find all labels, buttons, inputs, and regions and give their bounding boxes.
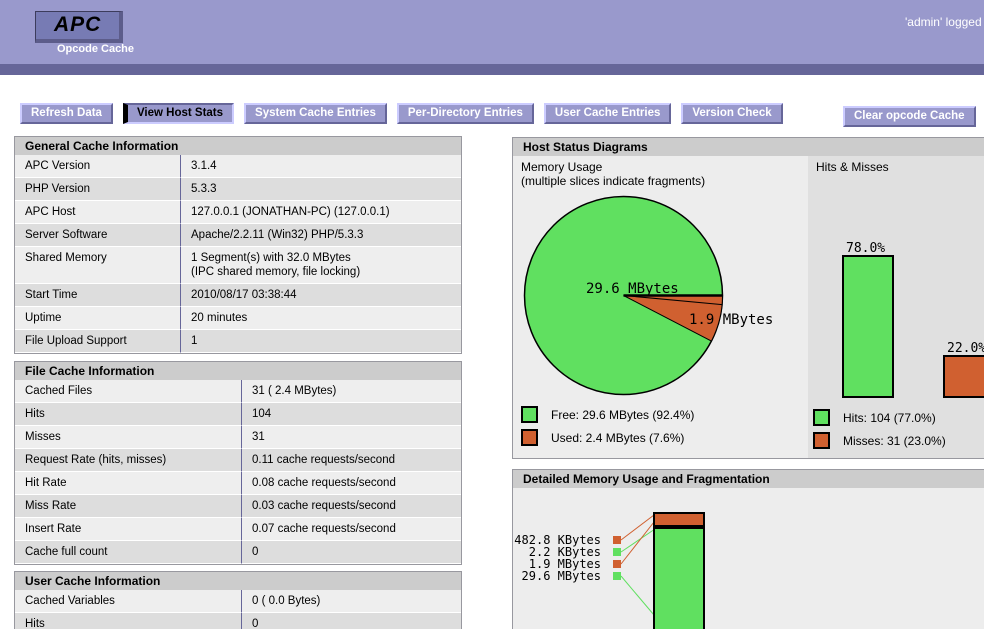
used-legend-swatch	[521, 429, 538, 446]
free-segment	[653, 527, 705, 629]
legend-item-used: Used: 2.4 MBytes (7.6%)	[521, 429, 684, 446]
user-cache-info-title: User Cache Information	[15, 572, 461, 590]
pie-used-wedge	[623, 295, 724, 342]
table-row: Cached Files 31 ( 2.4 MBytes)	[15, 380, 461, 403]
free-legend-swatch	[521, 406, 538, 423]
memory-usage-label: Memory Usage (multiple slices indicate f…	[521, 160, 706, 188]
table-row: APC Version 3.1.4	[15, 155, 461, 178]
block-swatch	[613, 548, 621, 556]
memory-usage-panel: Memory Usage (multiple slices indicate f…	[513, 156, 808, 458]
nav-view-host-stats[interactable]: View Host Stats	[122, 103, 235, 124]
hits-bar	[842, 255, 894, 398]
host-status-box: Host Status Diagrams Memory Usage (multi…	[512, 137, 984, 459]
detailed-memory-body: 482.8 KBytes 2.2 KBytes 1.9 MBytes 29.6 …	[513, 488, 984, 629]
memory-usage-pie-chart: 29.6 MBytes 1.9 MBytes	[523, 195, 773, 396]
misses-legend-swatch	[813, 432, 830, 449]
nav-system-cache-entries[interactable]: System Cache Entries	[244, 103, 387, 124]
general-cache-info-table: APC Version 3.1.4 PHP Version 5.3.3 APC Ho…	[15, 155, 461, 353]
table-row: Miss Rate 0.03 cache requests/second	[15, 495, 461, 518]
block-label: 29.6 MBytes	[522, 569, 601, 583]
table-row: PHP Version 5.3.3	[15, 178, 461, 201]
user-cache-info-box: User Cache Information Cached Variables 0…	[14, 571, 462, 629]
file-cache-info-box: File Cache Information Cached Files 31 ( …	[14, 361, 462, 565]
fragmentation-chart: 482.8 KBytes 2.2 KBytes 1.9 MBytes 29.6 …	[514, 512, 705, 629]
detailed-memory-box: Detailed Memory Usage and Fragmentation …	[512, 469, 984, 629]
pie-free-label: 29.6 MBytes	[586, 281, 679, 297]
table-row: Uptime 20 minutes	[15, 307, 461, 330]
block-label: 1.9 MBytes	[529, 557, 601, 571]
hits-bar-value: 78.0%	[846, 241, 885, 256]
table-row: Shared Memory 1 Segment(s) with 32.0 MByt…	[15, 247, 461, 284]
table-row: Hits 0	[15, 613, 461, 629]
hits-legend-swatch	[813, 409, 830, 426]
table-row: File Upload Support 1	[15, 330, 461, 353]
hits-misses-bar-chart: 78.0% 22.0%	[842, 241, 984, 398]
general-cache-info-box: General Cache Information APC Version 3.1…	[14, 136, 462, 354]
table-row: Cached Variables 0 ( 0.0 Bytes)	[15, 590, 461, 613]
misses-bar	[943, 355, 984, 398]
table-row: Insert Rate 0.07 cache requests/second	[15, 518, 461, 541]
host-status-title: Host Status Diagrams	[513, 138, 984, 156]
table-row: Request Rate (hits, misses) 0.11 cache re…	[15, 449, 461, 472]
block-label: 482.8 KBytes	[514, 533, 601, 547]
misses-bar-value: 22.0%	[947, 341, 984, 356]
apc-logo: APC	[35, 11, 124, 43]
hits-misses-label: Hits & Misses	[816, 160, 889, 174]
legend-item-misses: Misses: 31 (23.0%)	[813, 432, 946, 449]
legend-item-hits: Hits: 104 (77.0%)	[813, 409, 936, 426]
block-swatch	[613, 560, 621, 568]
block-swatch	[613, 536, 621, 544]
general-cache-info-title: General Cache Information	[15, 137, 461, 155]
table-row: Cache full count 0	[15, 541, 461, 564]
hits-misses-panel: Hits & Misses 78.0% 22.0% Hits: 104 (77.…	[808, 156, 984, 458]
nav-version-check[interactable]: Version Check	[681, 103, 783, 124]
file-cache-info-table: Cached Files 31 ( 2.4 MBytes) Hits 104 Mis…	[15, 380, 461, 564]
logo-subtitle: Opcode Cache	[57, 43, 135, 55]
block-swatch	[613, 572, 621, 580]
table-row: Hit Rate 0.08 cache requests/second	[15, 472, 461, 495]
table-row: Hits 104	[15, 403, 461, 426]
host-status-body: Memory Usage (multiple slices indicate f…	[513, 156, 984, 458]
login-status: 'admin' logged in	[905, 15, 984, 29]
nav-user-cache-entries[interactable]: User Cache Entries	[543, 103, 672, 124]
block-label: 2.2 KBytes	[529, 545, 601, 559]
table-row: APC Host 127.0.0.1 (JONATHAN-PC) (127.0.0…	[15, 201, 461, 224]
table-row: Server Software Apache/2.2.11 (Win32) PHP…	[15, 224, 461, 247]
clear-opcode-cache-button[interactable]: Clear opcode Cache	[843, 106, 976, 127]
pie-used-label: 1.9 MBytes	[689, 312, 773, 328]
legend-item-free: Free: 29.6 MBytes (92.4%)	[521, 406, 694, 423]
file-cache-info-title: File Cache Information	[15, 362, 461, 380]
main-nav: Refresh Data View Host Stats System Cach…	[20, 103, 783, 124]
page-header: APC Opcode Cache 'admin' logged in	[0, 0, 984, 64]
nav-refresh-data[interactable]: Refresh Data	[20, 103, 113, 124]
table-row: Misses 31	[15, 426, 461, 449]
user-cache-info-table: Cached Variables 0 ( 0.0 Bytes) Hits 0	[15, 590, 461, 629]
table-row: Start Time 2010/08/17 03:38:44	[15, 284, 461, 307]
nav-per-directory-entries[interactable]: Per-Directory Entries	[396, 103, 534, 124]
header-divider-bar	[0, 64, 984, 75]
used-segment	[653, 512, 705, 527]
detailed-memory-title: Detailed Memory Usage and Fragmentation	[513, 470, 984, 488]
